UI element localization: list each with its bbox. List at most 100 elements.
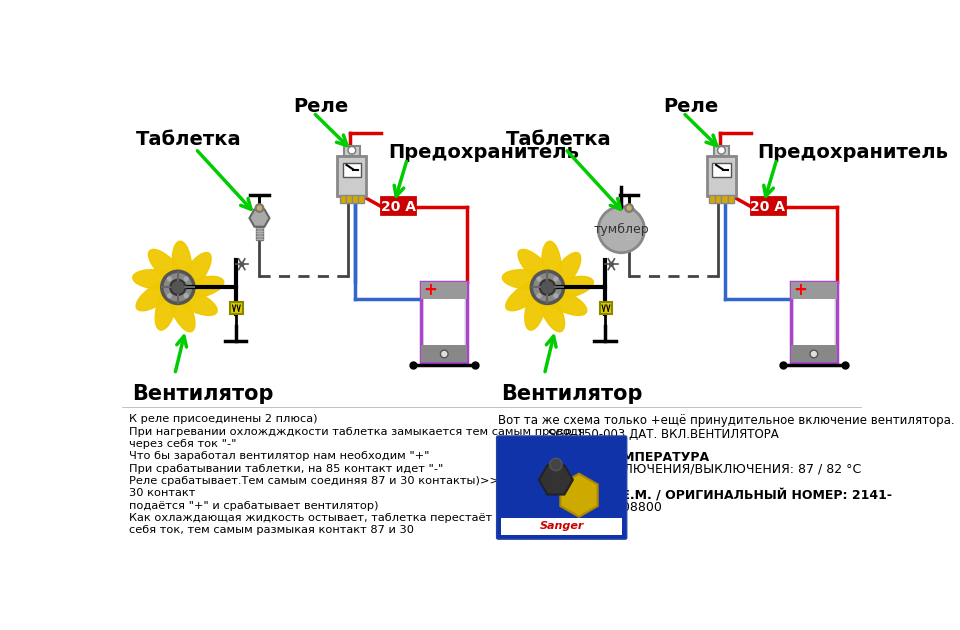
Text: Вентилятор: Вентилятор [132,384,274,404]
Circle shape [168,294,172,297]
Bar [709,195,715,203]
Bar [722,195,728,203]
Text: Предохранитель: Предохранитель [388,144,579,163]
Circle shape [170,280,185,295]
Text: Вот та же схема только +ещё принудительное включение вентилятора.: Вот та же схема только +ещё принудительн… [498,415,955,427]
Text: При нагревании охлождждкости таблетка замыкается тем самым проводя: При нагревании охлождждкости таблетка за… [129,427,585,437]
Bar [794,299,834,345]
Text: Как охлаждающая жидкость остывает, таблетка перестаёт пропускать через: Как охлаждающая жидкость остывает, табле… [129,513,602,523]
Text: Что бы заработал вентилятор нам необходим "+": Что бы заработал вентилятор нам необходи… [129,451,429,461]
Bar [346,195,352,203]
Bar [715,195,722,203]
Circle shape [441,350,448,358]
Bar [343,163,361,177]
Ellipse shape [136,280,176,311]
Circle shape [625,204,633,212]
Text: 30 контакт: 30 контакт [129,488,195,498]
Ellipse shape [156,285,178,330]
Ellipse shape [525,285,547,330]
Bar [791,345,837,362]
Circle shape [240,262,244,266]
Bar [424,299,465,345]
Text: 3808800: 3808800 [606,501,661,515]
Text: себя ток, тем самым размыкая контакт 87 и 30: себя ток, тем самым размыкая контакт 87 … [129,525,414,536]
Circle shape [598,207,644,253]
Ellipse shape [179,277,224,299]
Bar [421,282,468,362]
Circle shape [718,146,726,154]
Circle shape [538,277,541,281]
Circle shape [348,146,356,154]
Circle shape [184,294,188,297]
Text: подаётся "+" и срабатывает вентилятор): подаётся "+" и срабатывает вентилятор) [129,501,378,511]
Circle shape [610,262,613,266]
Bar [337,156,367,196]
Text: Предохранитель: Предохранитель [757,144,948,163]
Bar [625,227,633,239]
Text: тумблер: тумблер [593,223,649,236]
Circle shape [161,272,194,304]
Ellipse shape [506,280,545,311]
Ellipse shape [541,241,562,288]
Ellipse shape [172,241,192,288]
Bar [728,195,733,203]
Ellipse shape [174,289,217,316]
Text: 20 А: 20 А [750,200,785,214]
Ellipse shape [548,277,593,299]
Text: Реле срабатывает.Тем самым соединяя 87 и 30 контакты)>>>следственно на: Реле срабатывает.Тем самым соединяя 87 и… [129,476,603,486]
Text: ВКЛЮЧЕНИЯ/ВЫКЛЮЧЕНИЯ: 87 / 82 °С: ВКЛЮЧЕНИЯ/ВЫКЛЮЧЕНИЯ: 87 / 82 °С [606,463,861,476]
Text: +: + [423,281,438,299]
Ellipse shape [149,249,184,285]
Circle shape [538,294,541,297]
Ellipse shape [543,289,587,316]
Ellipse shape [169,289,195,332]
Bar [712,163,731,177]
Bar [255,227,263,239]
Circle shape [531,272,564,304]
Bar [352,195,358,203]
Ellipse shape [132,270,180,289]
Text: К реле присоединены 2 плюса): К реле присоединены 2 плюса) [129,415,317,425]
Text: При срабатывании таблетки, на 85 контакт идет "-": При срабатывании таблетки, на 85 контакт… [129,464,443,474]
Circle shape [554,277,558,281]
Bar [791,282,837,299]
Text: О.Е.М. / ОРИГИНАЛЬНЫЙ НОМЕР: 2141-: О.Е.М. / ОРИГИНАЛЬНЫЙ НОМЕР: 2141- [606,490,892,503]
Bar [751,197,784,214]
Ellipse shape [502,270,549,289]
Bar [600,302,612,314]
Bar [358,195,364,203]
FancyBboxPatch shape [496,436,627,539]
Text: Таблетка: Таблетка [136,130,242,149]
Text: Sanger: Sanger [540,521,584,531]
Bar [713,146,730,156]
Text: SGR-150-003 ДАТ. ВКЛ.ВЕНТИЛЯТОРА: SGR-150-003 ДАТ. ВКЛ.ВЕНТИЛЯТОРА [548,428,779,441]
Text: +: + [793,281,807,299]
Ellipse shape [539,289,564,332]
Text: через себя ток "-": через себя ток "-" [129,439,236,449]
Text: Реле: Реле [663,97,718,116]
Ellipse shape [180,253,211,292]
Bar [340,195,346,203]
Bar [707,156,736,196]
Text: Реле: Реле [294,97,348,116]
Circle shape [810,350,818,358]
Bar [421,345,468,362]
Bar [230,302,243,314]
Bar [421,282,468,299]
Text: ТЕМПЕРАТУРА: ТЕМПЕРАТУРА [606,451,710,464]
Text: Вентилятор: Вентилятор [501,384,643,404]
Text: Таблетка: Таблетка [506,130,612,149]
Circle shape [255,204,263,212]
Circle shape [550,458,562,471]
Ellipse shape [518,249,554,285]
Bar [791,282,837,362]
Bar [381,197,415,214]
Ellipse shape [550,253,581,292]
Text: 20 А: 20 А [380,200,416,214]
Bar [344,146,360,156]
Circle shape [168,277,172,281]
Bar [501,518,622,534]
Circle shape [554,294,558,297]
Circle shape [540,280,555,295]
Circle shape [184,277,188,281]
